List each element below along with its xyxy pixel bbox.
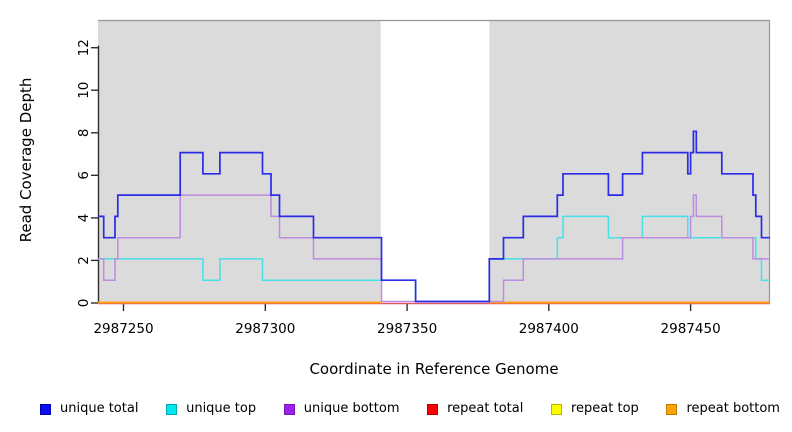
legend-label: repeat top [571, 401, 639, 416]
legend-label: unique bottom [303, 401, 400, 416]
unique-total-swatch-icon [40, 403, 51, 415]
shaded-region [98, 20, 381, 303]
y-tick-label: 0 [76, 299, 92, 308]
legend-label: unique top [186, 401, 257, 416]
legend-item-repeat-bottom: repeat bottom [666, 401, 780, 417]
shaded-region [489, 20, 770, 303]
y-tick-label: 2 [76, 256, 92, 265]
legend-item-unique-total: unique total [40, 401, 138, 417]
x-tick-label: 2987400 [519, 321, 579, 337]
y-tick-label: 4 [76, 214, 92, 223]
unique-top-swatch-icon [166, 403, 178, 415]
y-tick-label: 6 [76, 171, 92, 180]
series-line-unique-total [98, 130, 770, 303]
legend-item-repeat-total: repeat total [427, 401, 523, 417]
repeat-bottom-swatch-icon [666, 403, 678, 415]
legend: unique total unique top unique bottom re… [40, 400, 780, 418]
x-tick-label: 2987250 [93, 321, 153, 337]
legend-item-repeat-top: repeat top [551, 401, 639, 417]
y-tick-label: 10 [76, 82, 92, 99]
repeat-top-swatch-icon [551, 403, 562, 415]
x-tick-label: 2987300 [235, 321, 295, 337]
x-axis-title: Coordinate in Reference Genome [309, 360, 559, 378]
unique-bottom-swatch-icon [283, 403, 295, 415]
x-tick-label: 2987450 [661, 321, 721, 337]
legend-label: repeat bottom [686, 401, 780, 416]
legend-item-unique-top: unique top [166, 401, 256, 417]
legend-label: unique total [60, 401, 139, 416]
y-axis-title: Read Coverage Depth [17, 77, 35, 243]
legend-label: repeat total [447, 401, 524, 416]
repeat-total-swatch-icon [427, 403, 439, 415]
y-tick-label: 12 [76, 39, 92, 56]
y-tick-label: 8 [76, 129, 92, 138]
x-tick-label: 2987350 [377, 321, 437, 337]
plot-box-border [98, 19, 771, 303]
legend-item-unique-bottom: unique bottom [283, 401, 400, 417]
